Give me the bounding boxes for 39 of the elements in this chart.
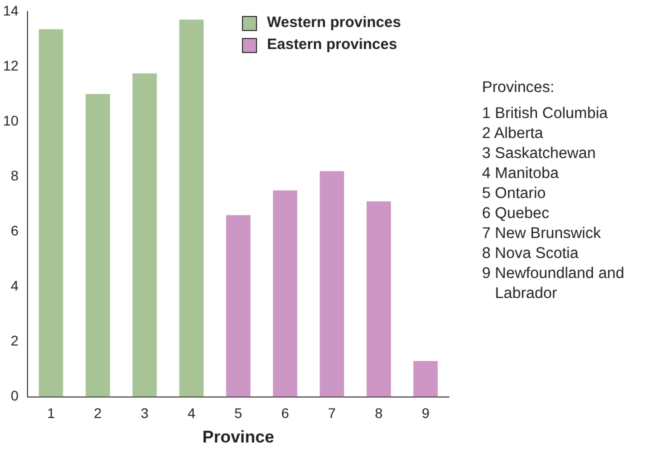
text: 9 Newfoundland and Labrador bbox=[482, 264, 626, 304]
bar bbox=[38, 29, 64, 397]
text: 7 New Brunswick bbox=[482, 224, 602, 244]
y-tick-label: 8 bbox=[10, 167, 19, 184]
bar bbox=[132, 73, 157, 397]
x-tick-label: 7 bbox=[328, 405, 336, 422]
text: 8 Nova Scotia bbox=[482, 244, 580, 264]
text: 2 Alberta bbox=[482, 124, 544, 144]
text: 1 British Columbia bbox=[482, 104, 609, 124]
y-tick-label: 12 bbox=[2, 57, 19, 74]
bar bbox=[320, 171, 344, 397]
text: 4 Manitoba bbox=[482, 164, 560, 184]
bar bbox=[179, 20, 204, 397]
y-tick-label: 4 bbox=[10, 278, 19, 294]
y-tick-label: 2 bbox=[10, 332, 19, 349]
bar bbox=[413, 361, 438, 397]
x-tick-label: 2 bbox=[94, 405, 102, 422]
text: 6 Quebec bbox=[482, 204, 550, 224]
x-tick-label: 5 bbox=[234, 405, 242, 422]
y-tick-label: 14 bbox=[2, 2, 19, 18]
text: 5 Ontario bbox=[482, 184, 547, 204]
legend-label: Eastern provinces bbox=[267, 35, 398, 55]
bar bbox=[366, 201, 391, 397]
legend-label: Western provinces bbox=[267, 13, 401, 33]
text: Provinces: bbox=[482, 78, 556, 98]
x-tick-label: 8 bbox=[374, 405, 383, 422]
y-tick-label: 0 bbox=[10, 388, 19, 404]
x-tick-label: 9 bbox=[422, 405, 430, 422]
text: 3 Saskatchewan bbox=[482, 144, 597, 164]
x-axis-title: Province bbox=[202, 427, 274, 446]
bar bbox=[272, 190, 298, 397]
y-tick-label: 6 bbox=[10, 222, 19, 238]
x-tick-label: 4 bbox=[188, 405, 196, 422]
x-tick-label: 3 bbox=[140, 405, 149, 422]
x-tick-label: 6 bbox=[281, 405, 290, 422]
x-tick-label: 1 bbox=[47, 405, 56, 422]
bar bbox=[226, 215, 250, 397]
bar bbox=[86, 94, 110, 397]
y-tick-label: 10 bbox=[2, 112, 19, 128]
